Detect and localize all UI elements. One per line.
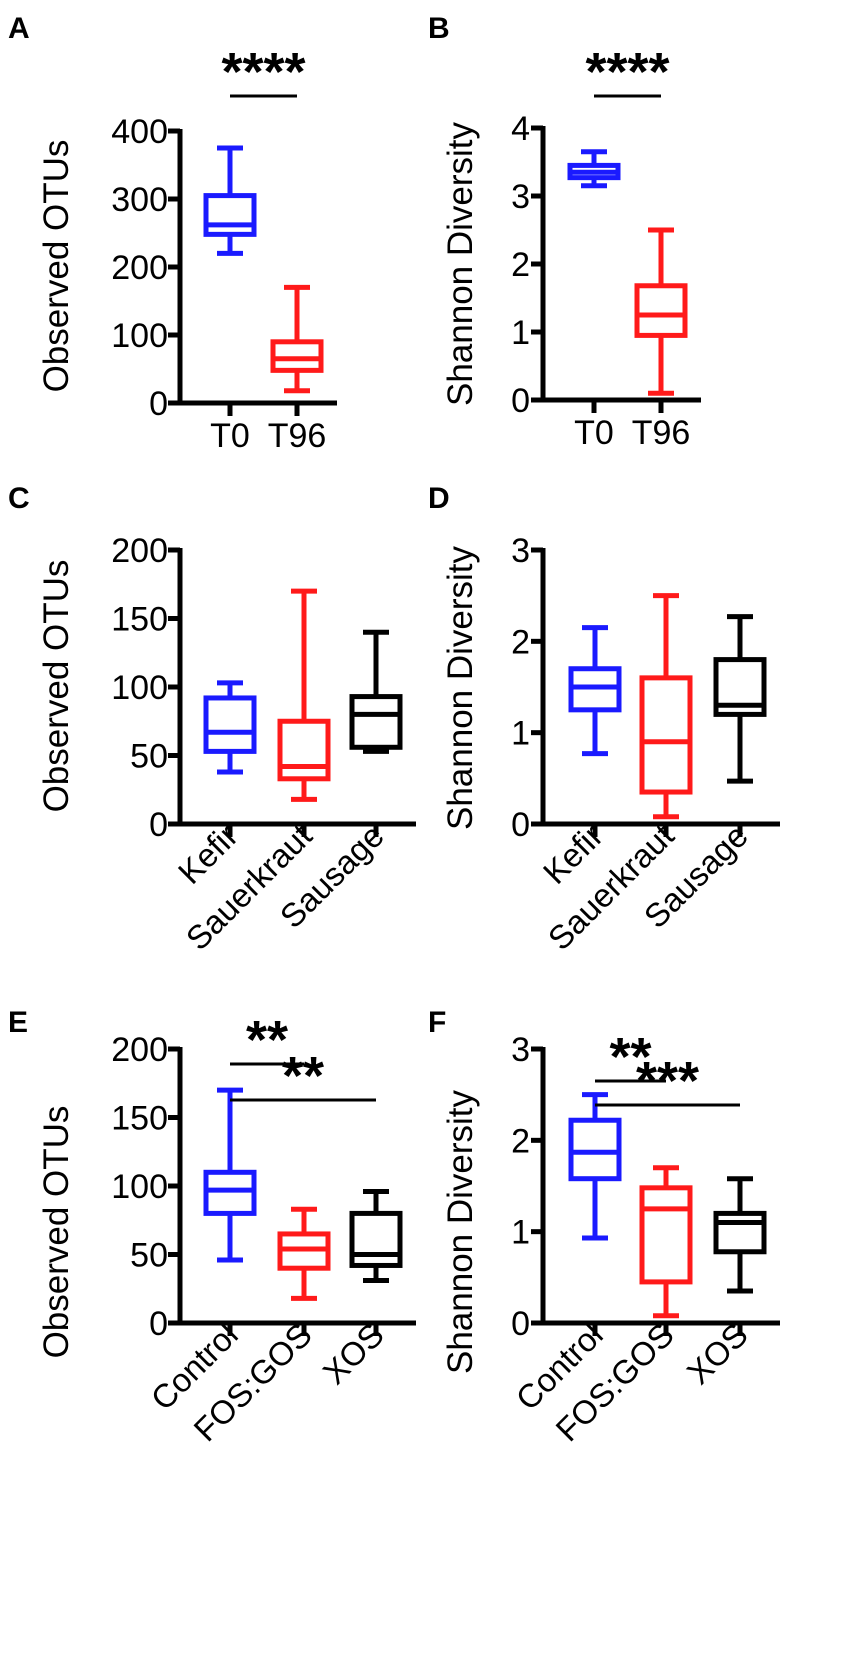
panel-a-y-tick-label: 200: [111, 249, 168, 287]
panel-f-y-tick-label: 0: [511, 1305, 530, 1343]
panel-a-significance-label: ****: [221, 42, 305, 102]
panel-b-y-tick-label: 1: [511, 314, 530, 352]
panel-f-y-axis-label: Shannon Diversity: [441, 1089, 480, 1374]
panel-d-y-tick-label: 1: [511, 715, 530, 753]
panel-e-y-tick-label: 150: [111, 1100, 168, 1138]
panel-d-box-sauerkraut: [639, 593, 693, 820]
panel-f-box-xos: [713, 1176, 767, 1294]
panel-b-x-tick-label: T0: [574, 414, 614, 452]
panel-c-y-tick-label: 100: [111, 669, 168, 707]
panel-d-box-kefir: [568, 625, 622, 757]
panel-b-y-axis-label: Shannon Diversity: [441, 121, 480, 406]
panel-d-y-tick-label: 0: [511, 806, 530, 844]
panel-e-label: E: [8, 1006, 28, 1039]
panel-e-significance-label: **: [246, 1010, 288, 1070]
iqr-box: [713, 1210, 767, 1255]
panel-c-y-tick-label: 150: [111, 601, 168, 639]
panel-a-label: A: [8, 12, 30, 45]
panel-d-box-sausage: [713, 614, 767, 784]
panel-d-y-axis-label: Shannon Diversity: [441, 545, 480, 830]
iqr-box: [270, 339, 324, 373]
panel-a: A Observed OTUs 0 100 200 300 400 T0 T96 ****: [8, 12, 337, 455]
iqr-box: [277, 718, 331, 782]
panel-f: F Shannon Diversity 0123ControlFOS:GOSXO…: [428, 1006, 780, 1448]
panel-e-y-axis-label: Observed OTUs: [37, 1106, 76, 1359]
iqr-box: [639, 675, 693, 795]
panel-a-x-tick-label: T96: [268, 417, 327, 455]
panel-f-significance-label: **: [609, 1027, 651, 1087]
iqr-box: [349, 1210, 403, 1268]
panel-c-y-axis-label: Observed OTUs: [37, 560, 76, 813]
panel-e-y-tick-label: 200: [111, 1031, 168, 1069]
panel-b-y-tick-label: 4: [511, 110, 530, 148]
panel-b-x-tick-label: T96: [632, 414, 691, 452]
panel-b-y-tick-label: 0: [511, 382, 530, 420]
panel-d-label: D: [428, 482, 450, 515]
panel-c-label: C: [8, 482, 30, 515]
panel-c: C Observed OTUs 050100150200KefirSauerkr…: [8, 482, 416, 957]
panel-f-x-tick-label: XOS: [679, 1316, 754, 1391]
panel-a-y-axis-label: Observed OTUs: [37, 140, 76, 393]
panel-c-box-sausage: [349, 629, 403, 754]
panel-e: E Observed OTUs 050100150200ControlFOS:G…: [8, 1006, 416, 1448]
panel-c-y-tick-label: 50: [130, 738, 168, 776]
iqr-box: [203, 193, 257, 237]
panel-f-y-tick-label: 2: [511, 1122, 530, 1160]
panel-d-y-tick-label: 3: [511, 532, 530, 570]
panel-f-box-fos-gos: [639, 1165, 693, 1319]
iqr-box: [203, 1169, 257, 1216]
panel-e-significance-label: **: [282, 1046, 324, 1106]
panel-b-y-tick-label: 3: [511, 178, 530, 216]
iqr-box: [713, 657, 767, 717]
panel-f-label: F: [428, 1006, 446, 1039]
panel-a-y-tick-label: 400: [111, 113, 168, 151]
panel-b: B Shannon Diversity 0 1 2 3 4 T0 T96 ****: [428, 12, 701, 452]
panel-a-box-t0: [203, 145, 257, 256]
panel-e-y-tick-label: 0: [149, 1305, 168, 1343]
panel-b-box-t96: [634, 227, 688, 396]
panel-f-y-tick-label: 3: [511, 1031, 530, 1069]
panel-c-y-tick-label: 200: [111, 532, 168, 570]
panel-d-y-tick-label: 2: [511, 623, 530, 661]
panel-c-box-kefir: [203, 680, 257, 775]
panel-c-box-sauerkraut: [277, 588, 331, 802]
panel-f-box-control: [568, 1092, 622, 1241]
panel-e-box-fos-gos: [277, 1206, 331, 1301]
panel-f-y-tick-label: 1: [511, 1214, 530, 1252]
panel-a-y-tick-label: 0: [149, 385, 168, 423]
panel-b-significance-label: ****: [585, 42, 669, 102]
panel-b-label: B: [428, 12, 450, 45]
panel-a-box-t96: [270, 284, 324, 394]
panel-c-y-tick-label: 0: [149, 806, 168, 844]
panel-a-x-tick-label: T0: [210, 417, 250, 455]
panel-a-y-tick-label: 300: [111, 181, 168, 219]
panel-e-y-tick-label: 100: [111, 1168, 168, 1206]
iqr-box: [639, 1185, 693, 1285]
iqr-box: [634, 283, 688, 338]
iqr-box: [349, 694, 403, 750]
panel-f-significance-label: ***: [636, 1051, 699, 1111]
iqr-box: [568, 1117, 622, 1182]
iqr-box: [203, 695, 257, 754]
panel-a-y-tick-label: 100: [111, 317, 168, 355]
panel-e-box-xos: [349, 1188, 403, 1284]
panel-b-y-tick-label: 2: [511, 246, 530, 284]
panel-e-y-tick-label: 50: [130, 1237, 168, 1275]
panel-b-box-t0: [567, 149, 621, 189]
panel-e-x-tick-label: XOS: [315, 1316, 390, 1391]
panel-e-box-control: [203, 1087, 257, 1263]
panel-d: D Shannon Diversity 0123KefirSauerkrautS…: [428, 482, 780, 957]
